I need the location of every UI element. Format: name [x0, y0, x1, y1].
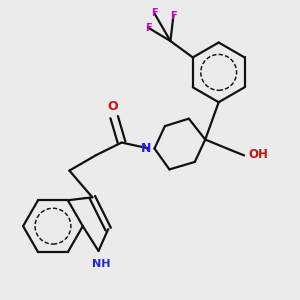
Text: F: F	[170, 11, 177, 21]
Text: F: F	[145, 22, 151, 33]
Text: O: O	[107, 100, 118, 113]
Text: N: N	[141, 142, 151, 155]
Text: NH: NH	[92, 260, 110, 269]
Text: OH: OH	[248, 148, 268, 161]
Text: F: F	[151, 8, 157, 18]
